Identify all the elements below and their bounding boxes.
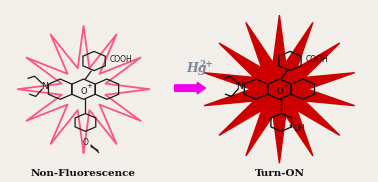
Text: N: N: [40, 82, 47, 91]
Text: O: O: [276, 87, 283, 96]
Text: +: +: [282, 83, 288, 89]
Polygon shape: [204, 15, 355, 163]
Text: COOH: COOH: [306, 55, 328, 64]
Text: COOH: COOH: [110, 55, 133, 64]
Text: Hg: Hg: [186, 62, 206, 75]
Text: Turn-ON: Turn-ON: [254, 169, 304, 178]
FancyArrow shape: [175, 82, 206, 94]
Text: 2+: 2+: [200, 60, 214, 70]
Text: OH: OH: [293, 124, 305, 133]
Text: O: O: [82, 138, 88, 147]
Text: N: N: [237, 82, 243, 91]
Text: +: +: [86, 83, 92, 89]
Text: Non-Fluorescence: Non-Fluorescence: [31, 169, 136, 178]
Text: O: O: [80, 87, 87, 96]
